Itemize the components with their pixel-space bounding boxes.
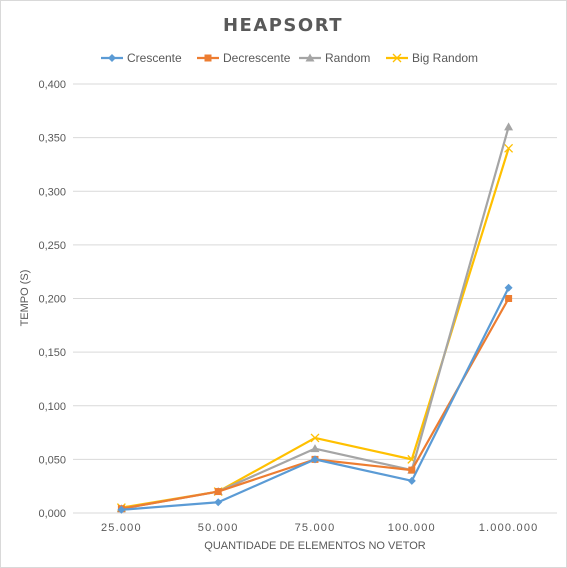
y-tick-label: 0,150 — [38, 347, 66, 359]
data-point — [214, 488, 222, 496]
x-axis-title: QUANTIDADE DE ELEMENTOS NO VETOR — [204, 540, 426, 552]
data-point — [310, 433, 320, 443]
y-tick-label: 0,400 — [38, 79, 66, 91]
data-point — [505, 295, 513, 302]
data-point — [504, 122, 514, 131]
data-point — [117, 505, 126, 514]
chart-title: HEAPSORT — [223, 15, 343, 36]
series-crescente — [117, 283, 513, 514]
x-tick-label: 50.000 — [198, 522, 239, 534]
data-point — [504, 283, 513, 292]
data-point-stroke — [310, 433, 320, 443]
legend-item: Random — [299, 51, 370, 65]
x-tick-label: 75.000 — [295, 522, 336, 534]
legend-label: Random — [325, 51, 370, 65]
data-point-stroke — [392, 53, 402, 63]
data-point — [311, 455, 319, 464]
y-tick-label: 0,000 — [38, 508, 66, 520]
x-tick-label: 25.000 — [101, 522, 142, 534]
data-point — [504, 143, 514, 153]
series-line — [121, 287, 510, 511]
series-random — [116, 122, 514, 513]
y-tick-label: 0,250 — [38, 240, 66, 252]
legend-label: Crescente — [127, 51, 182, 65]
legend-item: Decrescente — [197, 51, 291, 65]
y-axis: 0,000 0,050 0,100 0,150 0,200 0,250 0,300 0,350… — [38, 79, 66, 520]
x-axis: 25.000 50.000 75.000 100.000 1.000.000 — [101, 522, 539, 534]
data-point — [392, 53, 402, 63]
data-point — [108, 54, 116, 62]
data-point — [310, 444, 320, 453]
data-point-stroke — [504, 143, 514, 153]
legend-label: Decrescente — [223, 51, 291, 65]
y-tick-label: 0,100 — [38, 401, 66, 413]
y-tick-label: 0,300 — [38, 186, 66, 198]
data-point — [305, 53, 315, 62]
series-line — [121, 148, 510, 509]
x-tick-label: 1.000.000 — [479, 522, 539, 534]
y-tick-label: 0,350 — [38, 133, 66, 145]
data-point — [214, 498, 223, 507]
data-point — [408, 466, 416, 474]
legend: Crescente Decrescente Random Big Random — [101, 51, 478, 65]
legend-label: Big Random — [412, 51, 478, 65]
x-tick-label: 100.000 — [388, 522, 436, 534]
legend-item: Big Random — [386, 51, 478, 65]
y-tick-label: 0,050 — [38, 454, 66, 466]
series-group — [116, 122, 514, 514]
y-axis-title: TEMPO (S) — [19, 270, 31, 327]
data-point — [407, 476, 416, 485]
legend-item: Crescente — [101, 51, 182, 65]
y-tick-label: 0,200 — [38, 294, 66, 306]
data-point — [204, 54, 212, 62]
